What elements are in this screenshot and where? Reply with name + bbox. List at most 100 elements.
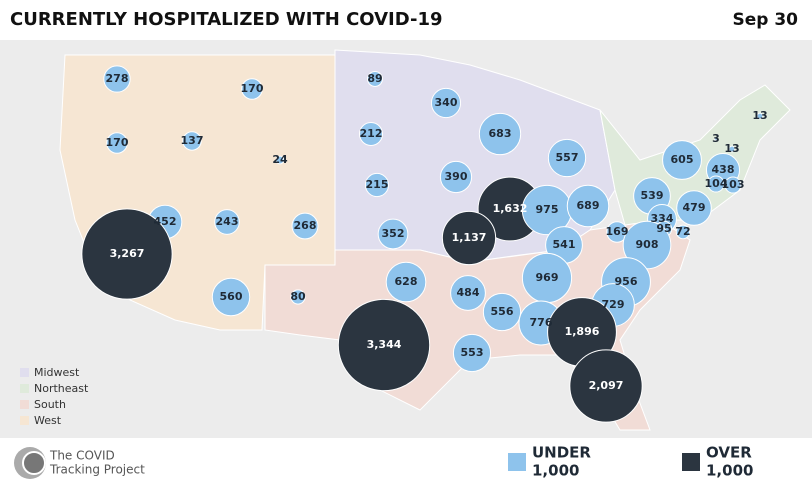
legend-swatch-under: [508, 453, 526, 471]
bubble-label: 268: [294, 219, 317, 232]
bubble: [358, 121, 384, 147]
bubble: [675, 224, 691, 240]
bubble: [441, 210, 497, 266]
bubble: [450, 275, 486, 311]
bubble: [364, 172, 390, 198]
legend-label: OVER: [706, 444, 752, 462]
region-legend: Midwest Northeast South West: [20, 366, 89, 427]
bubble-label: 1,896: [565, 325, 600, 338]
bubble: [430, 87, 462, 119]
bubble-label: 438: [712, 163, 735, 176]
legend-label: UNDER: [532, 444, 591, 462]
bubble: [241, 78, 263, 100]
bubble: [676, 190, 712, 226]
bubble-label: 605: [671, 153, 694, 166]
bubble: [291, 212, 319, 240]
bubble: [81, 208, 173, 300]
bubble-label: 776: [530, 316, 553, 329]
bubble-label: 3,267: [110, 247, 145, 260]
bubble-label: 628: [395, 275, 418, 288]
bubble-label: 170: [241, 82, 264, 95]
bubble: [662, 140, 702, 180]
bubble-label: 557: [556, 151, 579, 164]
bubble-label: 975: [536, 203, 559, 216]
bubble: [566, 184, 610, 228]
bubble-label: 340: [435, 96, 458, 109]
bubble: [452, 333, 492, 373]
bubble-label: 1,137: [452, 231, 487, 244]
bubble: [290, 289, 306, 305]
bubble: [482, 292, 522, 332]
bubble-label: 13: [724, 142, 739, 155]
bubble: [211, 277, 251, 317]
logo-icon: [22, 451, 46, 475]
swatch: [20, 416, 29, 425]
bubble-label: 170: [106, 136, 129, 149]
bubble-label: 956: [615, 275, 638, 288]
legend-swatch-over: [682, 453, 700, 471]
bubble: [106, 132, 128, 154]
bubble-label: 243: [216, 215, 239, 228]
bubble: [707, 175, 725, 193]
bubble: [439, 160, 473, 194]
bubble-label: 729: [602, 298, 625, 311]
bubble-label: 103: [722, 178, 745, 191]
bubble: [103, 65, 131, 93]
region-label: West: [34, 414, 62, 427]
bubble-label: 72: [675, 225, 690, 238]
bubble-label: 1,632: [493, 202, 528, 215]
bubble: [547, 138, 587, 178]
date: Sep 30: [732, 10, 798, 30]
bubble-label: 104: [705, 177, 728, 190]
legend-label: 1,000: [532, 462, 579, 480]
bubble: [478, 112, 522, 156]
bubble: [182, 131, 202, 151]
bubble-label: 689: [577, 199, 600, 212]
bubble-label: 541: [553, 238, 576, 251]
region-label: South: [34, 398, 66, 411]
swatch: [20, 368, 29, 377]
bubble: [724, 176, 742, 194]
bubble-label: 215: [366, 178, 389, 191]
bubble-label: 80: [290, 290, 306, 303]
bubble-label: 212: [360, 127, 383, 140]
region-label: Midwest: [34, 366, 80, 379]
bubble-label: 560: [220, 290, 243, 303]
bubble-label: 13: [752, 109, 767, 122]
bubble-label: 683: [489, 127, 512, 140]
bubble-label: 2,097: [589, 379, 624, 392]
bubble: [714, 137, 718, 141]
bubble-label: 24: [272, 153, 288, 166]
bubble-label: 553: [461, 346, 484, 359]
bubble-label: 908: [636, 238, 659, 251]
bubble-label: 452: [154, 215, 177, 228]
swatch: [20, 400, 29, 409]
bubble-label: 539: [641, 189, 664, 202]
bubble-label: 479: [683, 201, 706, 214]
bubble: [367, 71, 383, 87]
title: CURRENTLY HOSPITALIZED WITH COVID-19: [10, 9, 443, 30]
bubble-label: 3: [712, 132, 720, 145]
swatch: [20, 384, 29, 393]
bubble-label: 484: [457, 286, 480, 299]
bubble-label: 169: [606, 225, 629, 238]
bubble: [728, 145, 736, 153]
region-label: Northeast: [34, 382, 89, 395]
bubble: [377, 218, 409, 250]
bubble: [275, 155, 285, 165]
logo-text: Tracking Project: [49, 463, 145, 477]
bubble-label: 334: [651, 212, 674, 225]
bubble: [214, 209, 240, 235]
bubble-label: 89: [367, 72, 382, 85]
bubble: [756, 112, 764, 120]
bubble-label: 556: [491, 305, 514, 318]
bubble: [337, 298, 431, 392]
bubble: [385, 261, 427, 303]
bubble-label: 137: [181, 134, 204, 147]
bubble: [569, 349, 643, 423]
logo-text: The COVID: [49, 449, 115, 463]
bubble-label: 95: [656, 222, 671, 235]
bubble-label: 278: [106, 72, 129, 85]
